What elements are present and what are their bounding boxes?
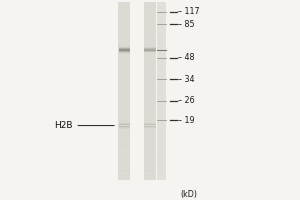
Bar	[157, 2, 166, 180]
Bar	[118, 2, 130, 180]
Text: (kD): (kD)	[180, 190, 197, 199]
Text: – 34: – 34	[178, 75, 195, 84]
Text: – 85: – 85	[178, 20, 195, 29]
Bar	[144, 2, 156, 180]
Text: – 117: – 117	[178, 7, 200, 16]
Text: – 48: – 48	[178, 53, 195, 62]
Text: – 19: – 19	[178, 116, 195, 125]
Text: H2B: H2B	[54, 121, 114, 130]
Text: – 26: – 26	[178, 96, 195, 105]
